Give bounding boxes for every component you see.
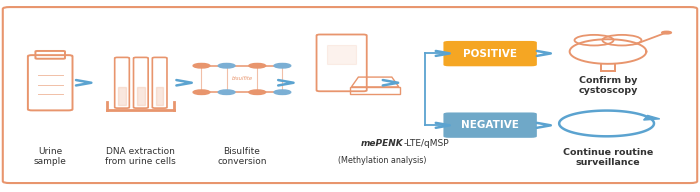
Text: Continue routine
surveillance: Continue routine surveillance xyxy=(563,148,653,167)
Circle shape xyxy=(193,90,210,94)
Circle shape xyxy=(274,63,290,68)
Text: Urine
sample: Urine sample xyxy=(34,147,66,166)
Text: (Methylation analysis): (Methylation analysis) xyxy=(338,156,426,165)
Circle shape xyxy=(249,63,265,68)
Bar xyxy=(327,45,356,64)
Circle shape xyxy=(218,63,235,68)
Text: NEGATIVE: NEGATIVE xyxy=(461,120,519,130)
Circle shape xyxy=(274,90,290,94)
Polygon shape xyxy=(643,115,659,120)
Text: mePENK: mePENK xyxy=(360,139,403,148)
Circle shape xyxy=(249,90,265,94)
Bar xyxy=(156,87,164,105)
Text: POSITIVE: POSITIVE xyxy=(463,49,517,59)
Text: Confirm by
cystoscopy: Confirm by cystoscopy xyxy=(578,76,638,95)
FancyBboxPatch shape xyxy=(443,113,537,138)
Bar xyxy=(137,87,145,105)
Circle shape xyxy=(193,63,210,68)
FancyBboxPatch shape xyxy=(443,41,537,66)
Circle shape xyxy=(218,90,235,94)
Text: Bisulfite
conversion: Bisulfite conversion xyxy=(217,147,267,166)
Circle shape xyxy=(662,31,671,34)
Text: bisulfite: bisulfite xyxy=(232,75,253,80)
Text: DNA extraction
from urine cells: DNA extraction from urine cells xyxy=(106,147,176,166)
Text: -LTE/qMSP: -LTE/qMSP xyxy=(404,139,449,148)
FancyBboxPatch shape xyxy=(3,7,697,183)
Bar xyxy=(118,87,126,105)
Bar xyxy=(350,87,400,94)
